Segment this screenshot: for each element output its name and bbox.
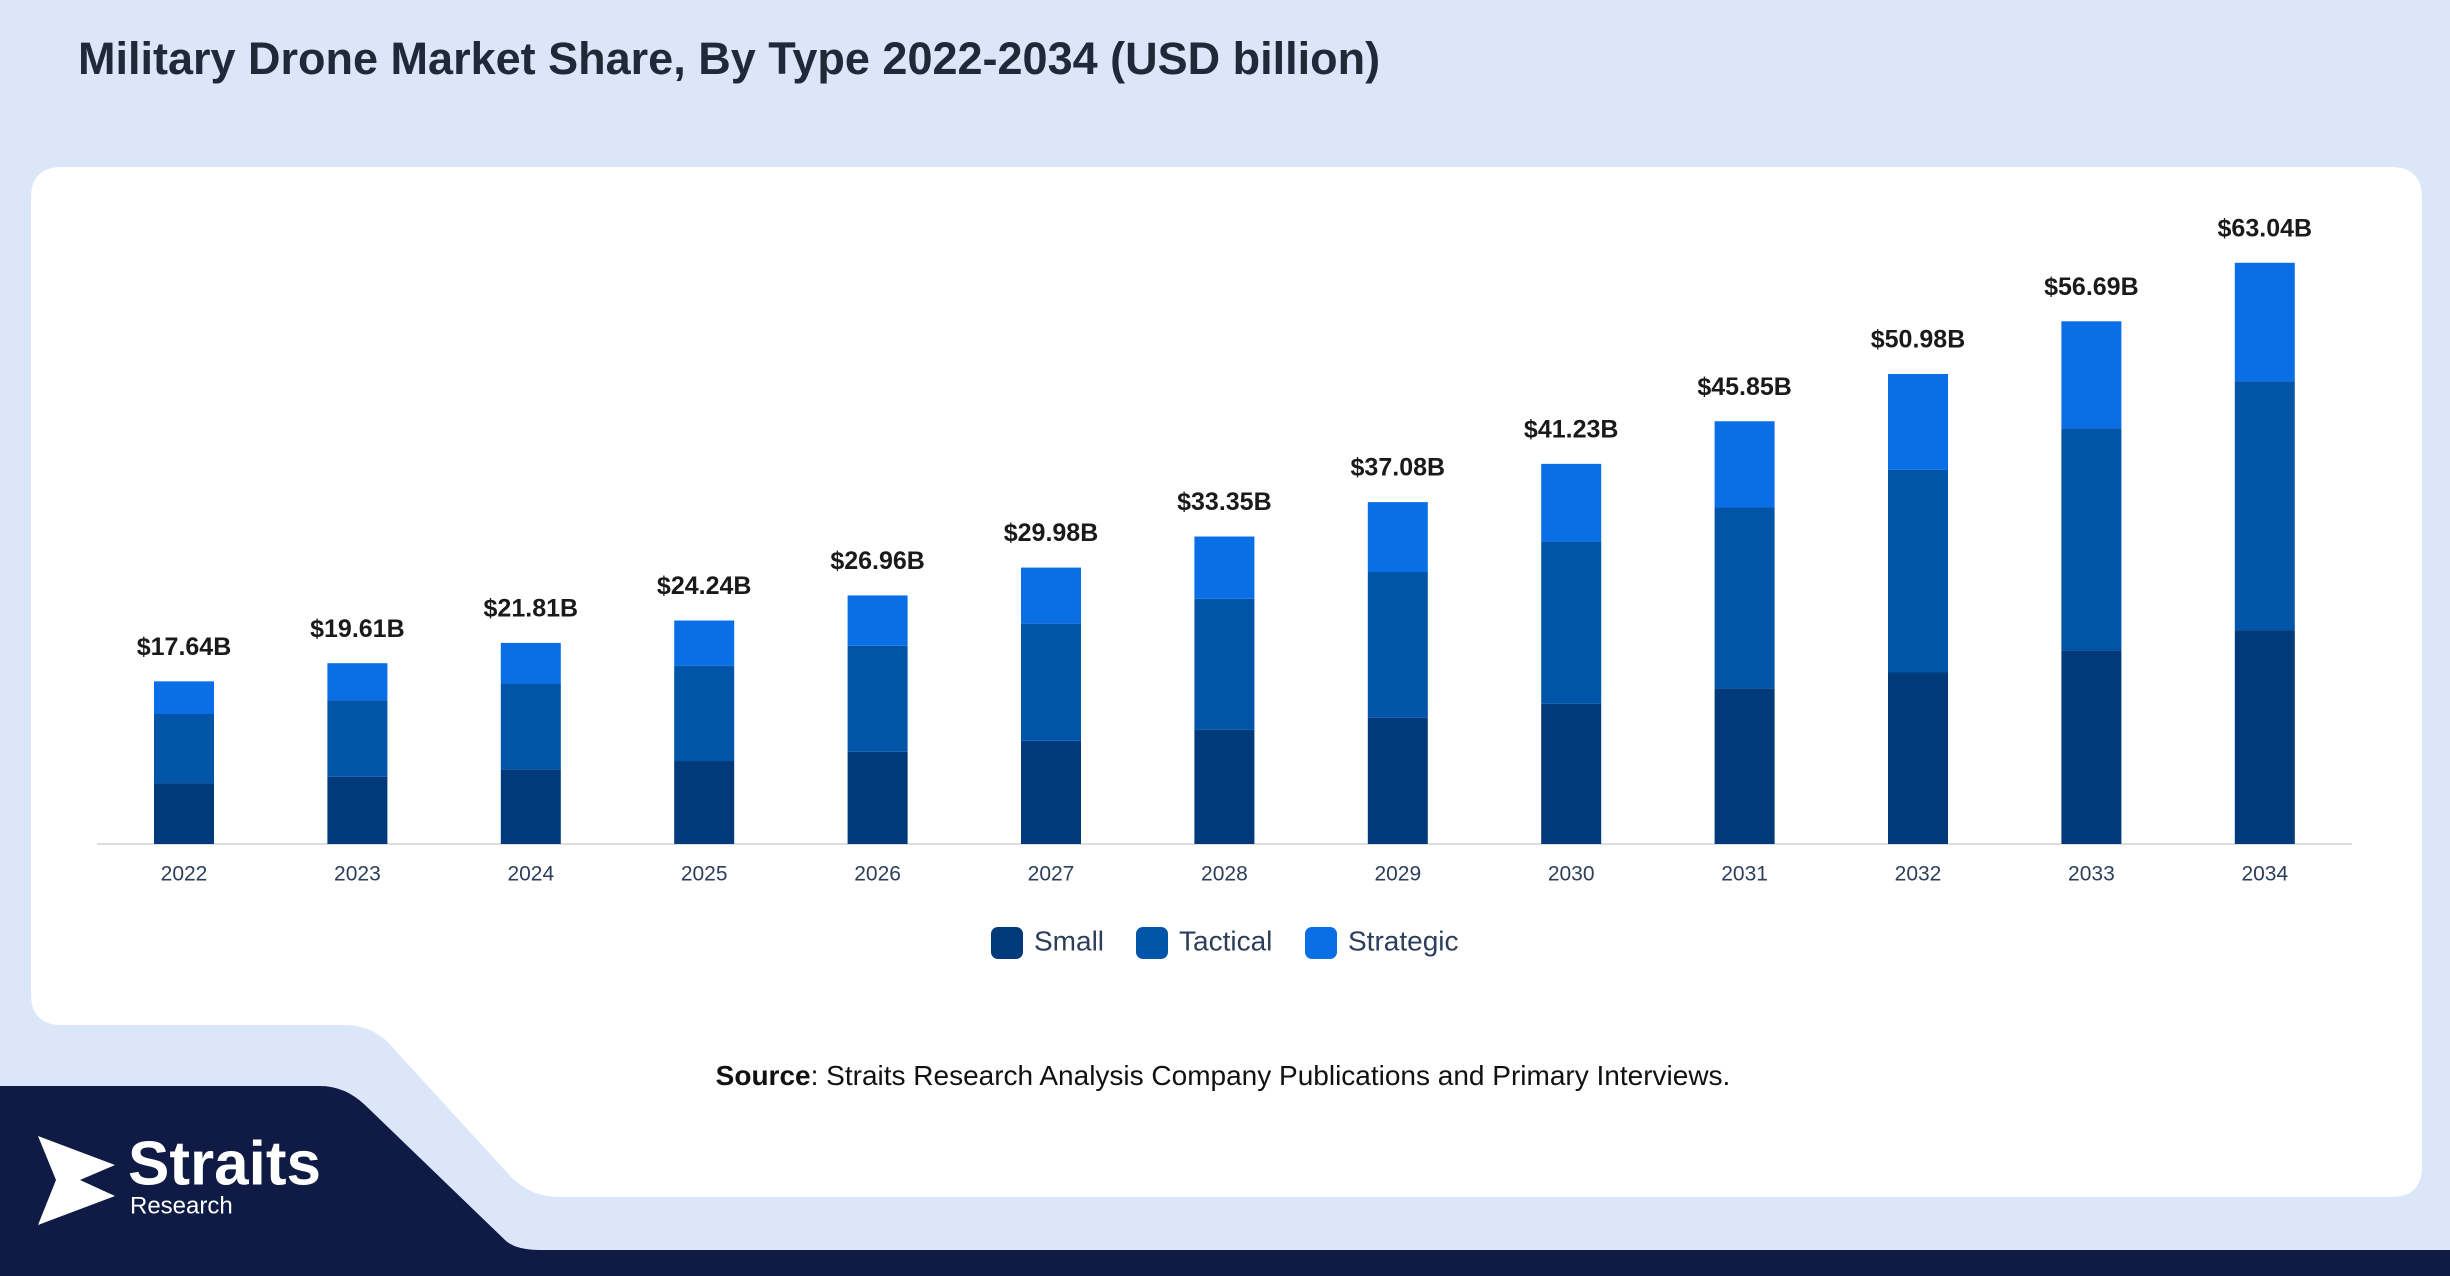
bar-segment [2234, 381, 2295, 631]
chart-title: Military Drone Market Share, By Type 202… [78, 33, 1380, 84]
bar-segment [500, 683, 561, 770]
logo-name: Straits [128, 1129, 321, 1198]
bar-segment [1021, 623, 1081, 741]
bar-segment [1888, 672, 1948, 844]
logo-icon [38, 1136, 115, 1225]
x-tick-label: 2033 [2068, 863, 2115, 886]
legend-swatch [1136, 927, 1168, 959]
bar-segment [2234, 262, 2295, 382]
total-label: $21.81B [484, 595, 579, 623]
bar-segment [500, 769, 561, 844]
legend-label: Strategic [1348, 925, 1459, 956]
x-tick-label: 2028 [1201, 863, 1248, 886]
legend-swatch [991, 927, 1023, 959]
bar-segment [1367, 572, 1428, 718]
legend-label: Tactical [1179, 925, 1272, 956]
bar-segment [154, 783, 214, 844]
total-label: $24.24B [657, 572, 752, 600]
total-label: $26.96B [830, 547, 925, 575]
x-tick-label: 2025 [681, 863, 728, 886]
footer-band [0, 1086, 2450, 1276]
bar-segment [154, 681, 214, 714]
bar-segment [847, 595, 908, 646]
total-label: $41.23B [1524, 415, 1619, 443]
bar-segment [1367, 502, 1428, 573]
x-tick-label: 2034 [2241, 863, 2288, 886]
legend-label: Small [1034, 925, 1104, 956]
bar-segment [327, 663, 388, 701]
bar-segment [847, 751, 908, 844]
total-label: $56.69B [2044, 273, 2139, 301]
bar-segment [1541, 463, 1602, 542]
total-label: $29.98B [1004, 519, 1099, 547]
total-label: $45.85B [1697, 373, 1792, 401]
bar-segment [1714, 507, 1775, 689]
x-tick-label: 2022 [161, 863, 208, 886]
total-label: $50.98B [1871, 326, 1966, 354]
x-tick-label: 2026 [854, 863, 901, 886]
bar-segment [1888, 469, 1948, 673]
bar-segment [1714, 421, 1775, 508]
total-label: $33.35B [1177, 488, 1272, 516]
logo-sub: Research [130, 1192, 233, 1219]
bar-segment [327, 776, 388, 844]
bar-segment [674, 761, 735, 844]
x-tick-label: 2023 [334, 863, 381, 886]
bar-segment [1194, 598, 1255, 730]
bar-segment [1194, 536, 1255, 599]
x-tick-label: 2031 [1721, 863, 1768, 886]
bar-segment [847, 645, 908, 752]
bar-segment [154, 713, 214, 784]
source-label: Source [716, 1060, 811, 1091]
bar-segment [674, 620, 735, 666]
bar-segment [2234, 630, 2295, 844]
bar-segment [1888, 373, 1948, 470]
bar-segment [2061, 650, 2122, 844]
x-tick-label: 2029 [1374, 863, 1421, 886]
source-note: Source: Straits Research Analysis Compan… [716, 1060, 1731, 1091]
bar-segment [327, 700, 388, 777]
bar-segment [2061, 428, 2122, 651]
bar-segment [674, 665, 735, 762]
bar-segment [1021, 740, 1081, 844]
legend-swatch [1305, 927, 1337, 959]
bar-segment [2061, 321, 2122, 429]
total-label: $17.64B [137, 633, 232, 661]
bar-segment [1541, 541, 1602, 704]
bar-segment [1541, 703, 1602, 844]
total-label: $19.61B [310, 615, 405, 643]
source-text: : Straits Research Analysis Company Publ… [811, 1060, 1731, 1091]
x-tick-label: 2032 [1895, 863, 1942, 886]
total-label: $37.08B [1351, 454, 1446, 482]
x-tick-label: 2030 [1548, 863, 1595, 886]
bar-segment [1194, 729, 1255, 844]
x-tick-label: 2027 [1028, 863, 1075, 886]
bar-segment [1714, 688, 1775, 844]
bar-segment [1021, 567, 1081, 624]
total-label: $63.04B [2218, 214, 2313, 242]
bar-segment [500, 642, 561, 684]
bar-segment [1367, 717, 1428, 844]
x-tick-label: 2024 [507, 863, 554, 886]
